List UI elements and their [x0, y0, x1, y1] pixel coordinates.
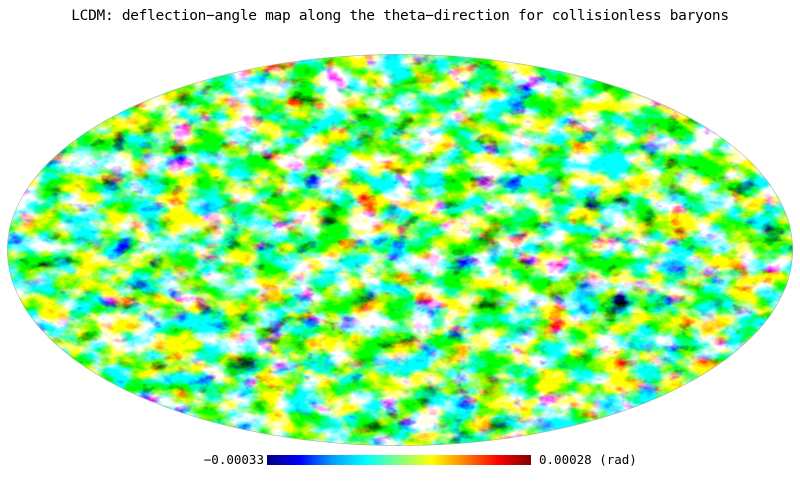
deflection-field: [7, 54, 793, 446]
map-boundary: [7, 54, 793, 446]
colorbar-gradient: [267, 455, 531, 465]
colorbar-max-label: 0.00028 (rad): [539, 452, 637, 467]
map-title: LCDM: deflection−angle map along the the…: [71, 8, 729, 24]
colorbar-min-label: −0.00033: [203, 452, 264, 467]
mollweide-projection: [7, 54, 793, 446]
colorbar: −0.00033 0.00028 (rad): [0, 452, 800, 468]
sky-map: [7, 54, 793, 446]
